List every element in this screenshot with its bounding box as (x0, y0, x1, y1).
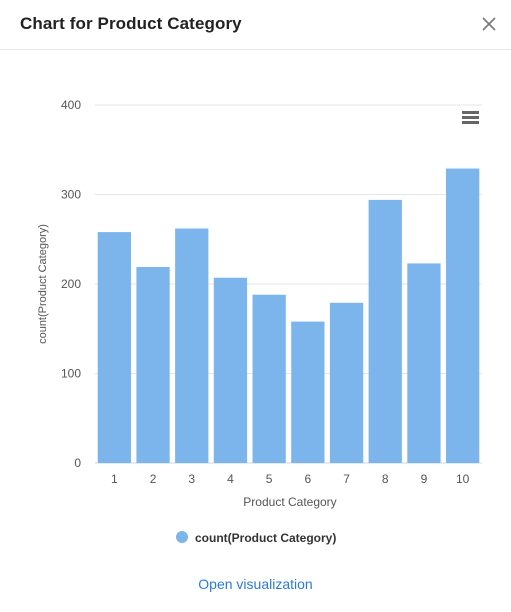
x-tick-label: 10 (456, 472, 470, 486)
y-tick-labels: 0 100 200 300 400 (61, 98, 81, 470)
x-tick-label: 5 (266, 472, 273, 486)
bar-2[interactable] (136, 266, 170, 463)
bar-9[interactable] (407, 263, 441, 463)
y-axis-label: count(Product Category) (37, 224, 49, 344)
x-axis-label: Product Category (243, 495, 336, 509)
legend-label: count(Product Category) (195, 531, 336, 545)
bar-7[interactable] (329, 302, 364, 463)
bar-5[interactable] (252, 294, 286, 463)
x-tick-label: 9 (421, 472, 428, 486)
y-tick-label: 100 (61, 367, 81, 381)
hamburger-menu-icon[interactable] (462, 111, 479, 124)
bar-chart: 0 100 200 300 400 1 2 3 4 5 6 7 8 9 10 count(Product … (37, 98, 482, 545)
bar-3[interactable] (175, 228, 209, 463)
bar-1[interactable] (97, 232, 131, 463)
y-tick-label: 300 (61, 188, 81, 202)
bar-8[interactable] (368, 199, 402, 463)
y-tick-label: 0 (74, 456, 81, 470)
dialog-title: Chart for Product Category (20, 14, 242, 33)
x-tick-label: 8 (382, 472, 389, 486)
x-tick-label: 4 (227, 472, 234, 486)
x-tick-label: 1 (111, 472, 118, 486)
bar-4[interactable] (213, 277, 248, 463)
bars (97, 168, 480, 464)
bar-6[interactable] (291, 321, 325, 463)
legend[interactable]: count(Product Category) (176, 531, 336, 545)
close-icon[interactable] (478, 13, 500, 35)
x-tick-label: 3 (188, 472, 195, 486)
bar-10[interactable] (446, 168, 480, 464)
x-tick-label: 7 (343, 472, 350, 486)
x-tick-labels: 1 2 3 4 5 6 7 8 9 10 (111, 472, 470, 486)
y-tick-label: 200 (61, 277, 81, 291)
circle-marker-icon (176, 531, 188, 543)
chart-area: 0 100 200 300 400 1 2 3 4 5 6 7 8 9 10 count(Product … (0, 50, 511, 570)
y-tick-label: 400 (61, 98, 81, 112)
x-tick-label: 6 (305, 472, 312, 486)
dialog-header: Chart for Product Category (0, 0, 511, 50)
x-tick-label: 2 (150, 472, 157, 486)
open-visualization-link[interactable]: Open visualization (198, 576, 313, 592)
